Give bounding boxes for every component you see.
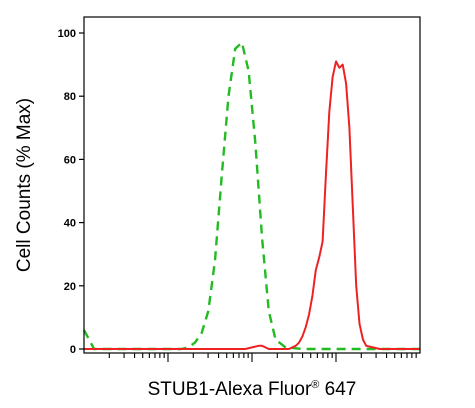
series-layer: [82, 41, 420, 351]
y-axis-ticks: 0 20 40 60 80 100: [58, 28, 84, 356]
x-axis-title-mark: ®: [311, 379, 319, 391]
x-axis-title-suffix: 647: [319, 379, 356, 400]
y-tick-label: 40: [64, 218, 76, 230]
y-tick-label: 80: [64, 91, 76, 103]
y-tick-label: 100: [58, 28, 76, 40]
plot-frame: [83, 16, 421, 354]
y-axis-title: Cell Counts (% Max): [14, 98, 35, 272]
y-tick-label: 60: [64, 154, 76, 166]
x-axis-title-main: STUB1-Alexa Fluor: [148, 379, 312, 400]
x-axis-title: STUB1-Alexa Fluor® 647: [148, 379, 357, 400]
y-tick-label: 0: [70, 344, 76, 356]
stub1-histogram-line: [84, 60, 420, 350]
control-histogram-line: [82, 41, 420, 351]
y-tick-label: 20: [64, 281, 76, 293]
x-axis-ticks: [108, 353, 417, 362]
